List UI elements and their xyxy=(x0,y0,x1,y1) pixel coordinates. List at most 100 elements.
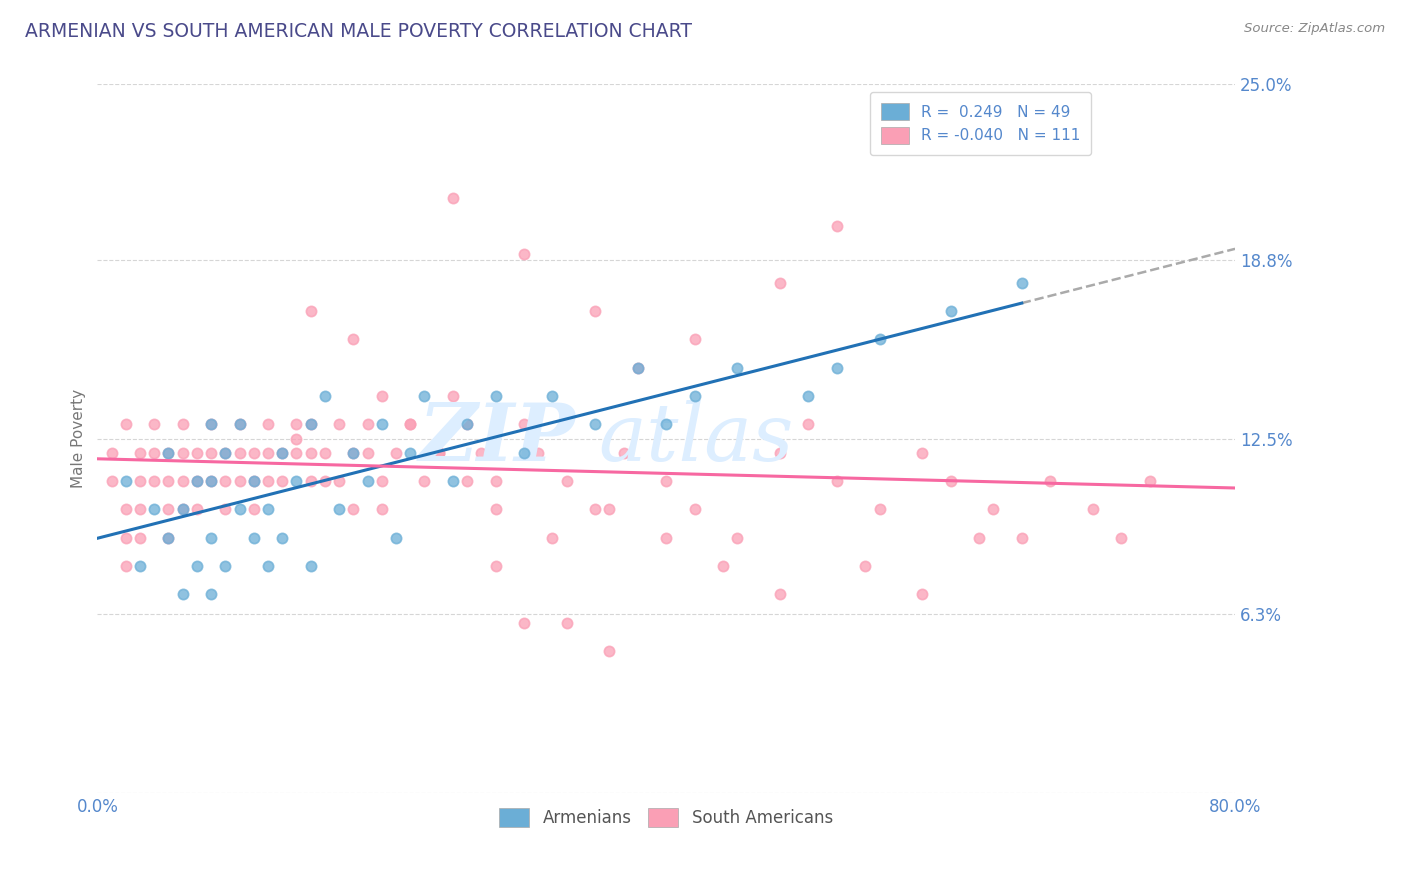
Point xyxy=(100,474,122,488)
Point xyxy=(200,446,222,460)
Point xyxy=(456,417,478,432)
Point xyxy=(299,446,322,460)
Point xyxy=(627,360,650,375)
Point xyxy=(228,474,250,488)
Point xyxy=(114,417,136,432)
Point xyxy=(129,446,152,460)
Point xyxy=(356,474,378,488)
Point xyxy=(371,417,394,432)
Point xyxy=(186,446,208,460)
Point xyxy=(157,531,180,545)
Y-axis label: Male Poverty: Male Poverty xyxy=(72,389,86,488)
Point xyxy=(200,474,222,488)
Point xyxy=(655,531,678,545)
Point xyxy=(143,446,166,460)
Point xyxy=(342,332,364,346)
Point xyxy=(172,474,194,488)
Point xyxy=(200,587,222,601)
Point xyxy=(456,417,478,432)
Point xyxy=(356,417,378,432)
Point xyxy=(243,474,266,488)
Point xyxy=(342,446,364,460)
Point xyxy=(143,474,166,488)
Point xyxy=(513,615,536,630)
Point xyxy=(911,446,934,460)
Point xyxy=(257,474,280,488)
Point xyxy=(214,474,236,488)
Point xyxy=(399,417,422,432)
Point xyxy=(371,502,394,516)
Point xyxy=(797,389,820,403)
Point xyxy=(200,474,222,488)
Point xyxy=(328,502,350,516)
Point xyxy=(583,502,606,516)
Point xyxy=(427,446,450,460)
Point xyxy=(129,531,152,545)
Point xyxy=(939,474,962,488)
Point xyxy=(299,417,322,432)
Point xyxy=(385,531,408,545)
Point xyxy=(655,417,678,432)
Point xyxy=(1039,474,1062,488)
Point xyxy=(114,531,136,545)
Point xyxy=(257,502,280,516)
Text: atlas: atlas xyxy=(598,400,793,477)
Point xyxy=(385,446,408,460)
Point xyxy=(186,474,208,488)
Point xyxy=(214,446,236,460)
Point xyxy=(371,389,394,403)
Point xyxy=(541,389,564,403)
Point xyxy=(129,502,152,516)
Point xyxy=(157,446,180,460)
Point xyxy=(285,474,308,488)
Point xyxy=(1111,531,1133,545)
Point xyxy=(129,474,152,488)
Point xyxy=(413,389,436,403)
Point xyxy=(243,502,266,516)
Point xyxy=(825,474,848,488)
Point xyxy=(129,559,152,574)
Point xyxy=(143,417,166,432)
Point xyxy=(869,332,891,346)
Point xyxy=(627,360,650,375)
Point xyxy=(981,502,1004,516)
Point xyxy=(612,446,634,460)
Point xyxy=(513,247,536,261)
Point xyxy=(725,360,748,375)
Point xyxy=(513,417,536,432)
Point xyxy=(285,417,308,432)
Point xyxy=(172,587,194,601)
Point xyxy=(328,474,350,488)
Point xyxy=(314,474,336,488)
Point xyxy=(711,559,734,574)
Point xyxy=(825,360,848,375)
Point xyxy=(427,446,450,460)
Point xyxy=(200,531,222,545)
Point xyxy=(157,531,180,545)
Point xyxy=(911,587,934,601)
Point xyxy=(399,417,422,432)
Point xyxy=(583,417,606,432)
Point xyxy=(555,474,578,488)
Point xyxy=(853,559,876,574)
Point xyxy=(769,276,792,290)
Point xyxy=(299,417,322,432)
Point xyxy=(1011,276,1033,290)
Point xyxy=(243,446,266,460)
Text: ZIP: ZIP xyxy=(419,400,575,477)
Point xyxy=(257,446,280,460)
Point xyxy=(243,474,266,488)
Point xyxy=(725,531,748,545)
Point xyxy=(769,587,792,601)
Point xyxy=(356,446,378,460)
Point xyxy=(172,502,194,516)
Point xyxy=(513,446,536,460)
Point xyxy=(328,417,350,432)
Point xyxy=(683,389,706,403)
Point xyxy=(683,502,706,516)
Point xyxy=(271,446,294,460)
Point xyxy=(285,446,308,460)
Point xyxy=(1011,531,1033,545)
Point xyxy=(285,432,308,446)
Point xyxy=(555,615,578,630)
